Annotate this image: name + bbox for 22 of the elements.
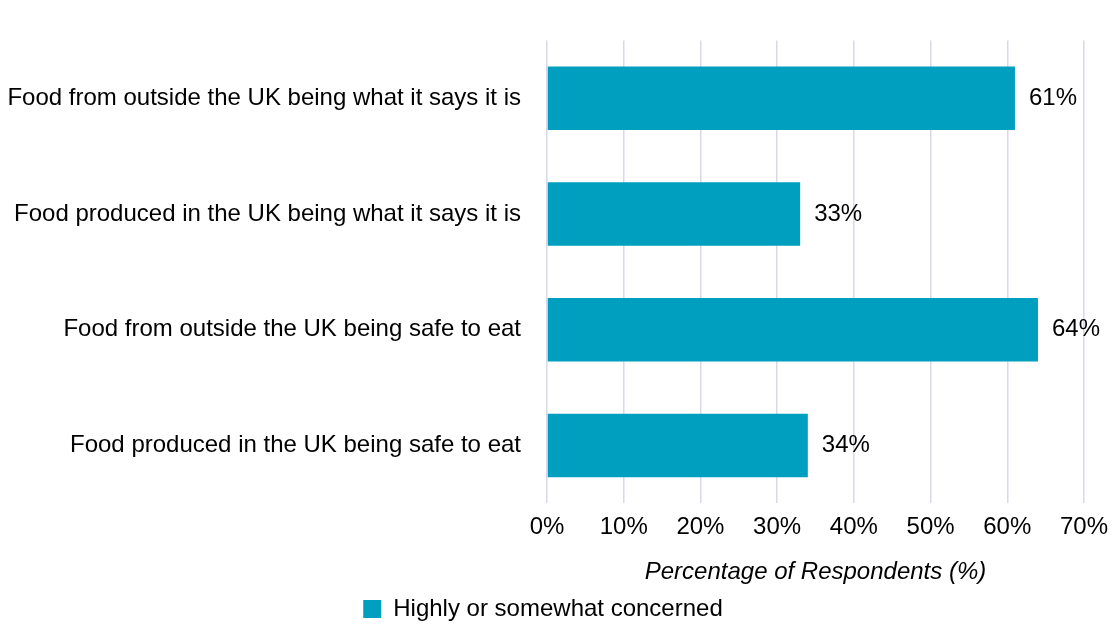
x-tick-label: 50% xyxy=(906,512,955,540)
data-label: 33% xyxy=(814,198,863,226)
x-tick-label: 70% xyxy=(1059,512,1109,540)
bar xyxy=(547,297,1038,362)
bar xyxy=(547,182,801,246)
data-label: 34% xyxy=(821,430,870,458)
x-axis-title: Percentage of Respondents (%) xyxy=(644,557,987,585)
y-tick-label: Food produced in the UK being what it says it is xyxy=(14,198,521,226)
x-tick-label: 60% xyxy=(983,512,1032,540)
x-tick-label: 40% xyxy=(829,512,878,540)
y-tick-label: Food from outside the UK being safe to eat xyxy=(63,314,522,342)
x-tick-label: 30% xyxy=(753,512,802,540)
bar xyxy=(547,66,1015,131)
data-label: 64% xyxy=(1051,314,1100,342)
bar xyxy=(547,413,808,478)
x-tick-label: 10% xyxy=(599,512,648,540)
legend-label: Highly or somewhat concerned xyxy=(393,593,723,621)
y-tick-label: Food produced in the UK being safe to eat xyxy=(70,430,522,458)
x-tick-label: 20% xyxy=(676,512,725,540)
y-tick-label: Food from outside the UK being what it says it is xyxy=(7,82,521,110)
x-tick-label: 0% xyxy=(529,512,565,540)
data-label: 61% xyxy=(1028,82,1077,110)
